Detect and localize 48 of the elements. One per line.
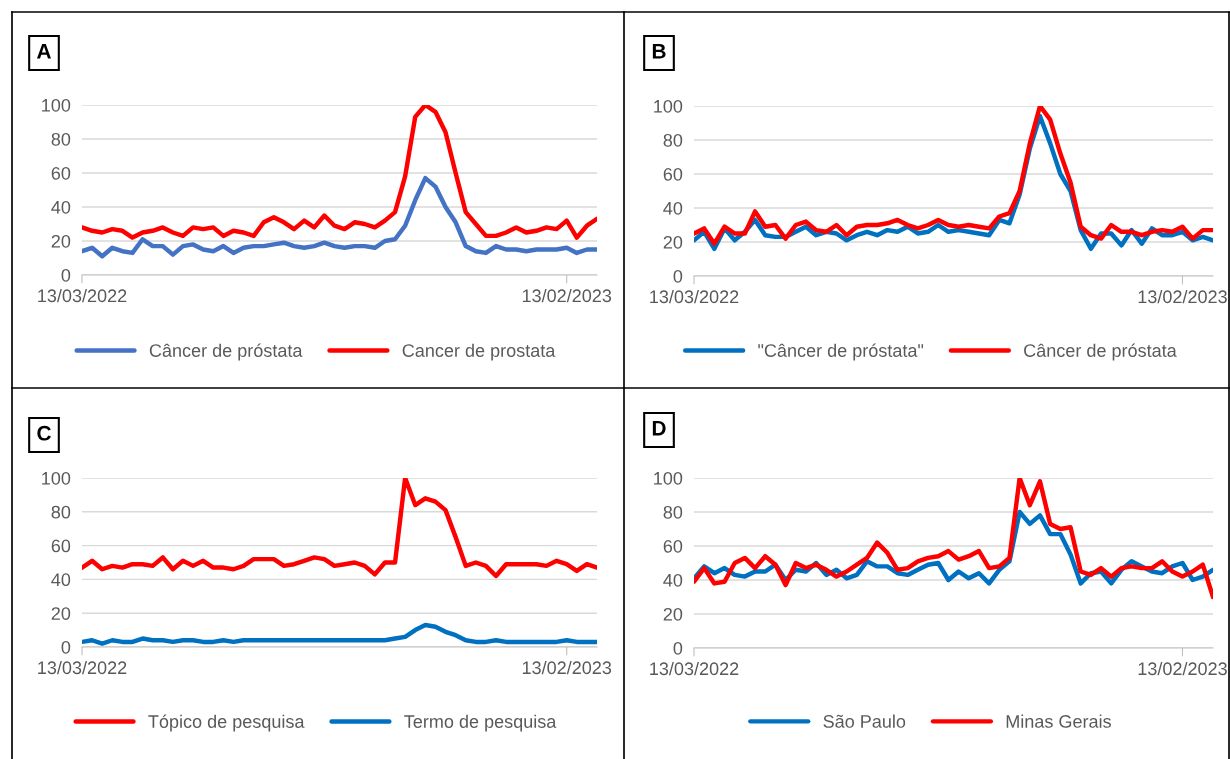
x-tick-label: 13/02/2023: [522, 288, 612, 303]
y-tick-label: 40: [51, 573, 71, 587]
y-tick-label: 80: [663, 133, 683, 147]
chart-title: D: [652, 421, 666, 436]
legend-label: São Paulo: [823, 714, 906, 728]
legend-label: Cancer de prostata: [402, 343, 556, 361]
legend-label: Minas Gerais: [1006, 714, 1111, 728]
y-tick-label: 60: [51, 166, 71, 180]
y-tick-label: 60: [663, 167, 683, 181]
x-tick-label: 13/03/2022: [38, 288, 127, 303]
chart-title: B: [652, 44, 666, 59]
legend-label: Termo de pesquisa: [404, 714, 557, 732]
y-tick-label: 100: [42, 98, 71, 112]
x-tick-label: 13/03/2022: [38, 660, 127, 675]
y-tick-label: 20: [663, 235, 683, 249]
y-tick-label: 20: [51, 234, 71, 248]
x-tick-label: 13/02/2023: [1138, 661, 1227, 676]
y-tick-label: 100: [654, 471, 683, 485]
y-tick-label: 100: [654, 99, 683, 113]
y-tick-label: 100: [42, 471, 71, 485]
x-tick-label: 13/02/2023: [1138, 289, 1227, 304]
y-tick-label: 0: [673, 269, 683, 283]
legend-label: Câncer de próstata: [149, 343, 303, 361]
x-tick-label: 13/03/2022: [650, 661, 739, 676]
chart-title: A: [36, 44, 51, 59]
line-series: [694, 478, 1213, 600]
y-tick-label: 20: [663, 607, 683, 621]
y-tick-label: 80: [663, 505, 683, 519]
legend-label: "Câncer de próstata": [758, 343, 924, 361]
x-tick-label: 13/02/2023: [522, 660, 612, 675]
y-tick-label: 0: [673, 641, 683, 655]
y-tick-label: 40: [51, 200, 71, 214]
line-series: [82, 105, 597, 240]
y-tick-label: 0: [61, 640, 71, 654]
legend-label: Câncer de próstata: [1024, 343, 1177, 361]
y-tick-label: 80: [51, 132, 71, 146]
y-tick-label: 60: [663, 539, 683, 553]
y-tick-label: 80: [51, 505, 71, 519]
y-tick-label: 60: [51, 539, 71, 553]
y-tick-label: 40: [663, 573, 683, 587]
line-series: [82, 175, 597, 259]
y-tick-label: 0: [61, 268, 71, 282]
y-tick-label: 40: [663, 201, 683, 215]
x-tick-label: 13/03/2022: [650, 289, 739, 304]
line-series: [82, 478, 597, 579]
legend-label: Tópico de pesquisa: [148, 714, 305, 732]
chart-title: C: [37, 425, 51, 441]
y-tick-label: 20: [51, 607, 71, 620]
